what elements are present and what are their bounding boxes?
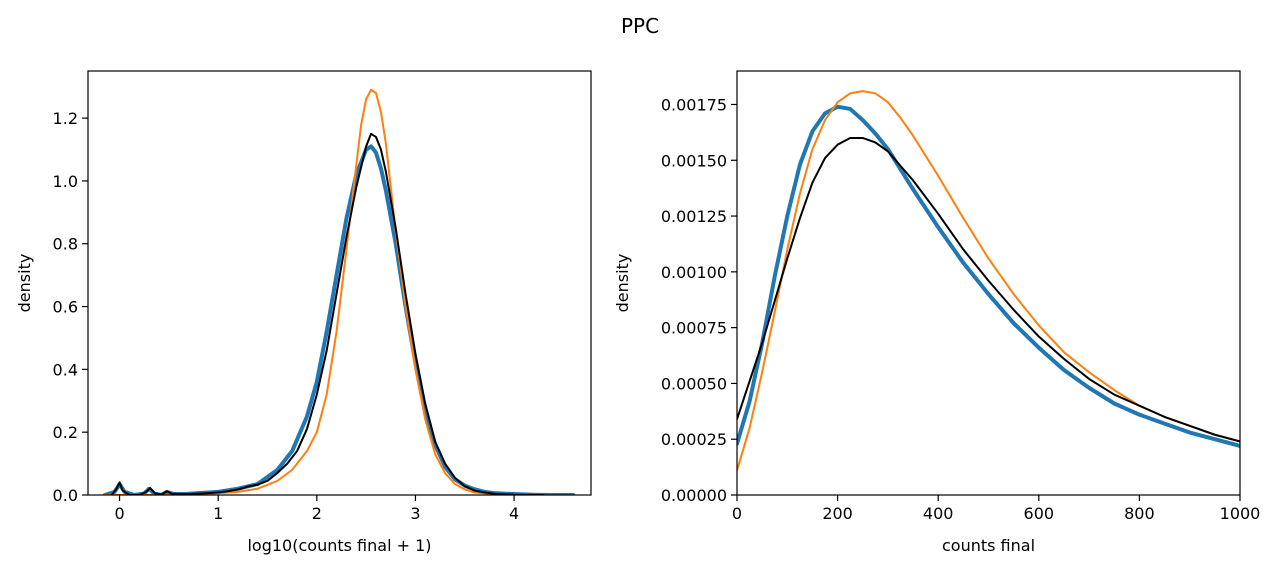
y-tick-label: 0.0 — [53, 486, 78, 505]
left-density-plot: 0 1 2 3 4 0.0 0.2 0.4 0.6 0.8 1.0 1.2 log10(counts f… — [15, 70, 592, 555]
y-axis-label: density — [613, 254, 632, 313]
x-axis-label: counts final — [942, 536, 1035, 555]
x-tick-label: 1000 — [1220, 504, 1261, 523]
plot-area — [737, 90, 1240, 472]
y-tick-label: 0.00100 — [661, 263, 727, 282]
x-tick-label: 0 — [114, 504, 124, 523]
y-tick-label: 0.00125 — [661, 207, 727, 226]
y-tick-label: 0.6 — [53, 298, 78, 317]
series-line-1 — [102, 144, 576, 495]
series-line-3 — [110, 132, 545, 495]
right-density-plot: 0 200 400 600 800 1000 0.00000 0.00025 0.00050 0.… — [613, 70, 1261, 555]
y-tick-label: 0.00175 — [661, 95, 727, 114]
y-tick-label: 1.2 — [53, 109, 78, 128]
x-tick-label: 3 — [410, 504, 420, 523]
y-tick-label: 0.2 — [53, 423, 78, 442]
x-tick-label: 0 — [732, 504, 742, 523]
y-tick-label: 0.8 — [53, 235, 78, 254]
x-tick-label: 2 — [312, 504, 322, 523]
series-line-2 — [103, 88, 535, 495]
axes-frame — [87, 70, 592, 496]
series-line-2 — [737, 90, 1240, 472]
y-tick-label: 0.00000 — [661, 486, 727, 505]
y-tick-label: 0.00150 — [661, 151, 727, 170]
y-tick-label: 0.00050 — [661, 374, 727, 393]
y-tick-label: 0.4 — [53, 360, 78, 379]
series-line-1 — [737, 104, 1240, 448]
plot-area — [102, 88, 576, 495]
x-tick-label: 200 — [822, 504, 853, 523]
x-tick-label: 400 — [923, 504, 954, 523]
axes-frame — [736, 70, 1241, 496]
x-tick-label: 600 — [1024, 504, 1055, 523]
y-tick-label: 1.0 — [53, 172, 78, 191]
y-tick-label: 0.00075 — [661, 319, 727, 338]
series-line-3 — [737, 136, 1240, 443]
y-tick-label: 0.00025 — [661, 430, 727, 449]
x-tick-label: 1 — [213, 504, 223, 523]
x-tick-label: 4 — [509, 504, 519, 523]
figure-title: PPC — [621, 14, 659, 38]
x-axis-label: log10(counts final + 1) — [247, 536, 431, 555]
x-tick-label: 800 — [1124, 504, 1155, 523]
y-axis-label: density — [15, 254, 34, 313]
